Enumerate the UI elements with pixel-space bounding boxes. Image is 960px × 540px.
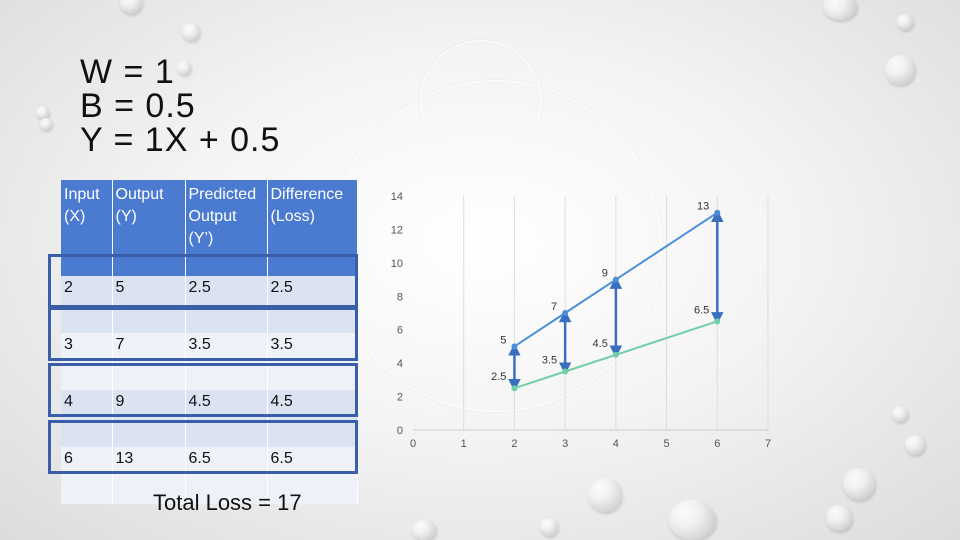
- x-tick-label: 6: [714, 438, 720, 450]
- predicted-data-label: 2.5: [491, 371, 506, 383]
- y-tick-label: 2: [397, 392, 403, 404]
- actual-data-label: 9: [602, 268, 608, 280]
- predicted-data-label: 4.5: [593, 338, 608, 350]
- y-tick-label: 14: [391, 191, 403, 203]
- x-tick-label: 1: [461, 438, 467, 450]
- actual-data-label: 5: [500, 334, 506, 346]
- x-tick-label: 7: [765, 438, 771, 450]
- x-tick-label: 2: [511, 438, 517, 450]
- y-tick-label: 10: [391, 258, 403, 270]
- y-tick-label: 8: [397, 291, 403, 303]
- y-tick-label: 12: [391, 224, 403, 236]
- x-tick-label: 3: [562, 438, 568, 450]
- actual-series-point: [714, 210, 720, 216]
- x-tick-label: 5: [664, 438, 670, 450]
- actual-data-label: 7: [551, 301, 557, 313]
- y-tick-label: 6: [397, 325, 403, 337]
- actual-series-point: [613, 277, 619, 283]
- predicted-series-point: [613, 352, 619, 358]
- x-tick-label: 4: [613, 438, 619, 450]
- y-tick-label: 0: [397, 425, 403, 437]
- x-tick-label: 0: [410, 438, 416, 450]
- predicted-series-point: [714, 318, 720, 324]
- actual-series-point: [562, 310, 568, 316]
- predicted-data-label: 3.5: [542, 355, 557, 367]
- predicted-data-label: 6.5: [694, 304, 709, 316]
- actual-data-label: 13: [697, 201, 709, 213]
- predicted-series-point: [511, 385, 517, 391]
- y-tick-label: 4: [397, 358, 403, 370]
- predicted-series-point: [562, 369, 568, 375]
- actual-series-point: [511, 343, 517, 349]
